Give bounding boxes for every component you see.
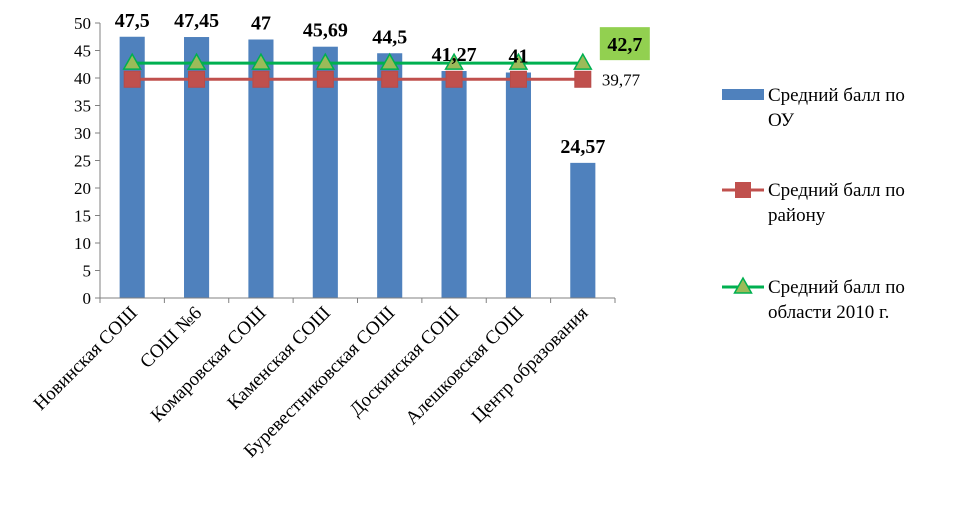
- bar: [505, 72, 531, 298]
- line-marker: [444, 52, 464, 70]
- line-marker: [122, 52, 142, 70]
- line-marker: [316, 70, 334, 88]
- legend-label: Средний балл по: [768, 180, 905, 201]
- y-tick-label: 50: [74, 14, 91, 33]
- legend-label: району: [768, 205, 826, 226]
- line-marker: [315, 52, 336, 70]
- data-label: 47,45: [174, 10, 219, 32]
- legend-label: ОУ: [768, 110, 795, 131]
- end-label: 42,7: [607, 34, 642, 56]
- data-label: 44,5: [372, 26, 407, 48]
- line-marker: [381, 70, 399, 88]
- y-tick-label: 20: [74, 179, 91, 198]
- bar: [377, 53, 403, 298]
- y-tick-label: 45: [74, 42, 91, 61]
- data-label: 47: [251, 13, 271, 35]
- legend-swatch: [722, 89, 764, 100]
- y-tick-label: 35: [74, 97, 91, 116]
- y-tick-label: 10: [74, 234, 91, 253]
- legend-label: Средний балл по: [768, 85, 905, 106]
- category-label: Комаровская СОШ: [147, 303, 271, 427]
- category-label: Доскинская СОШ: [346, 303, 464, 421]
- y-tick-label: 25: [74, 152, 91, 171]
- data-label: 41,27: [432, 44, 477, 66]
- category-label: Центр образования: [468, 303, 593, 428]
- line-marker: [574, 70, 592, 88]
- line-marker: [445, 70, 463, 88]
- bar: [570, 162, 596, 298]
- data-label: 45,69: [303, 20, 348, 42]
- line-marker: [123, 70, 141, 88]
- y-tick-label: 0: [83, 289, 92, 308]
- line-marker: [573, 52, 593, 70]
- bar: [312, 46, 338, 298]
- line-marker: [186, 52, 207, 70]
- bar: [441, 71, 467, 298]
- legend-label: Средний балл по: [768, 277, 905, 298]
- y-tick-label: 30: [74, 124, 91, 143]
- data-label: 41: [508, 46, 528, 68]
- y-tick-label: 15: [74, 207, 91, 226]
- y-tick-label: 5: [83, 262, 92, 281]
- legend-label: области 2010 г.: [768, 302, 889, 323]
- end-label-box: [599, 27, 650, 61]
- legend-marker: [735, 182, 751, 198]
- category-label: Новинская СОШ: [30, 303, 142, 415]
- legend-marker: [733, 276, 753, 294]
- category-label: Алешковская СОШ: [402, 303, 528, 429]
- data-label: 24,57: [560, 136, 605, 158]
- line-marker: [508, 52, 529, 70]
- line-marker: [188, 70, 206, 88]
- data-label: 47,5: [115, 10, 150, 32]
- line-marker: [251, 52, 271, 70]
- line-marker: [379, 52, 400, 70]
- end-label: 39,77: [602, 70, 641, 89]
- line-marker: [509, 70, 527, 88]
- line-marker: [252, 70, 270, 88]
- y-tick-label: 40: [74, 69, 91, 88]
